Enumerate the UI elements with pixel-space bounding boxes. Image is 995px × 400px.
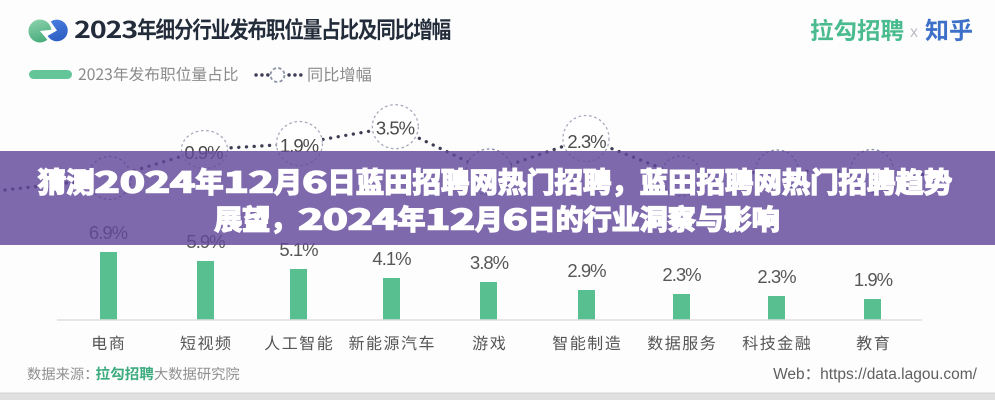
svg-text:4.1%: 4.1% — [372, 248, 411, 269]
svg-text:2.9%: 2.9% — [567, 260, 606, 281]
svg-text:1.9%: 1.9% — [854, 269, 893, 290]
svg-text:x: x — [910, 24, 918, 41]
svg-text:3.5%: 3.5% — [376, 118, 415, 139]
svg-text:2.3%: 2.3% — [662, 264, 701, 285]
svg-text:2.3%: 2.3% — [757, 266, 796, 287]
svg-text:3.8%: 3.8% — [470, 252, 509, 273]
svg-text:2.3%: 2.3% — [567, 131, 606, 152]
svg-text:1.9%: 1.9% — [280, 135, 319, 156]
svg-text:Web：https://data.lagou.com/: Web：https://data.lagou.com/ — [773, 366, 978, 383]
